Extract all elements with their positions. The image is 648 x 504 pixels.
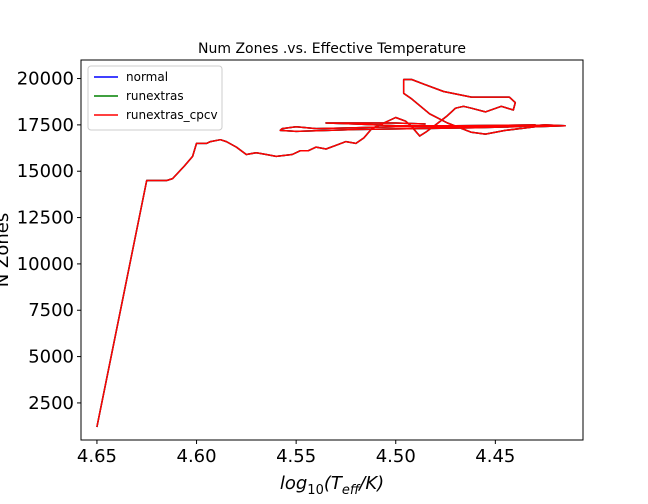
chart-title: Num Zones .vs. Effective Temperature — [198, 41, 466, 57]
plot-frame — [80, 59, 584, 441]
legend-box — [87, 65, 223, 131]
legend-label-normal: normal — [126, 70, 168, 84]
y-tick-label: 7500 — [28, 300, 74, 321]
x-tick-label: 4.45 — [475, 446, 515, 467]
y-tick-label: 12500 — [17, 208, 74, 229]
x-axis: 4.65 4.60 4.55 4.50 4.45 — [77, 440, 515, 467]
x-axis-label: log10(Teff/K) — [280, 473, 384, 498]
y-tick-label: 15000 — [17, 161, 74, 182]
x-tick-label: 4.55 — [276, 446, 316, 467]
legend-label-runextras: runextras — [126, 89, 184, 103]
x-axis-label-log: log — [280, 473, 307, 494]
legend: normal runextras runextras_cpcv — [87, 65, 223, 131]
x-tick-label: 4.65 — [77, 446, 117, 467]
y-axis-label: N Zones — [0, 213, 13, 287]
x-axis-label-paren: (T — [324, 473, 344, 494]
x-tick-label: 4.60 — [177, 446, 217, 467]
series-line-runextras-cpcv — [96, 78, 566, 428]
x-tick-label: 4.50 — [376, 446, 416, 467]
series-layer — [96, 78, 566, 428]
x-axis-label-subscript: 10 — [307, 483, 324, 498]
y-axis: 2500 5000 7500 10000 12500 15000 17500 20000 — [17, 69, 81, 414]
x-axis-label-tail: /K) — [357, 473, 384, 494]
y-tick-label: 2500 — [28, 393, 74, 414]
x-axis-label-eff: eff — [342, 483, 361, 498]
y-tick-label: 5000 — [28, 347, 74, 368]
legend-label-runextras-cpcv: runextras_cpcv — [126, 108, 218, 122]
y-tick-label: 10000 — [17, 254, 74, 275]
y-tick-label: 20000 — [17, 69, 74, 90]
y-tick-label: 17500 — [17, 115, 74, 136]
